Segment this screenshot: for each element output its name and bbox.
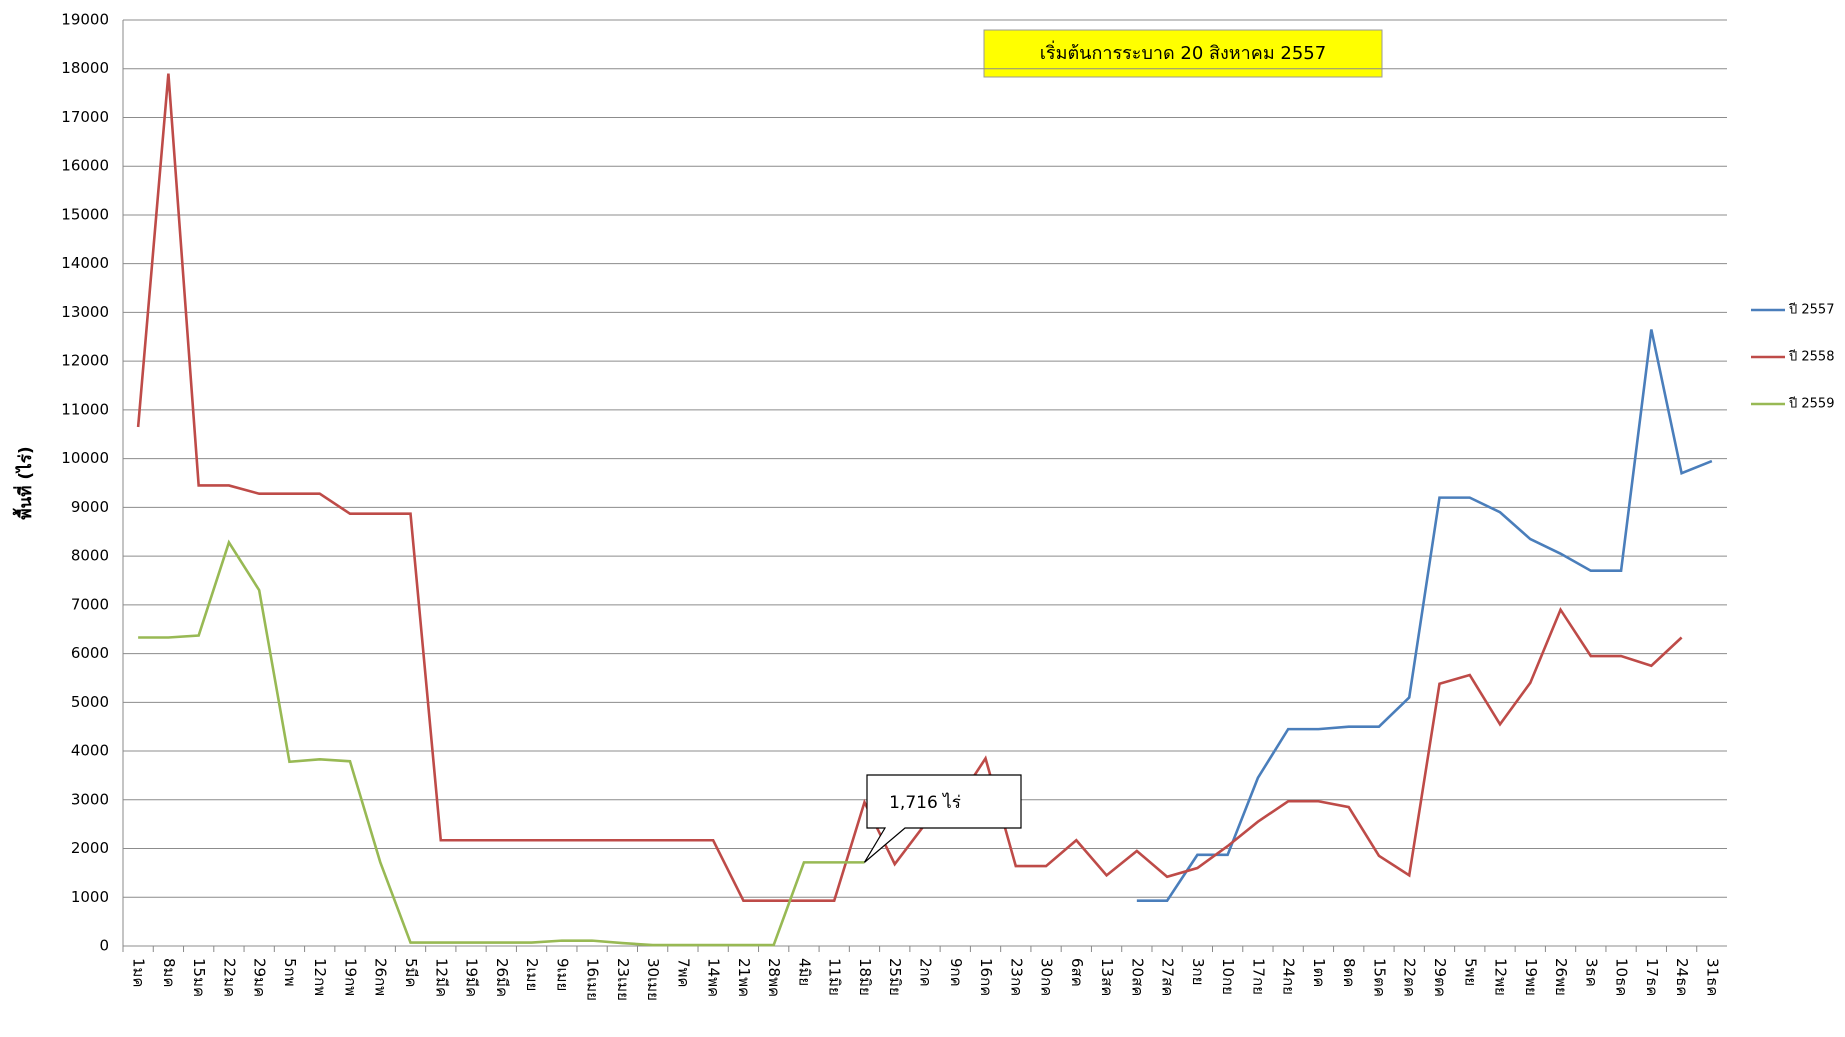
x-tick-label: 17ธค xyxy=(1643,958,1661,996)
x-tick-label: 14พค xyxy=(705,958,723,997)
x-tick-label: 9เมย xyxy=(553,958,571,991)
y-tick-label: 12000 xyxy=(61,352,109,370)
x-tick-label: 9กค xyxy=(947,958,965,987)
x-tick-label: 2เมย xyxy=(523,958,541,991)
x-tick-label: 19กพ xyxy=(341,958,359,996)
x-tick-label: 21พค xyxy=(735,958,753,997)
x-tick-label: 17กย xyxy=(1249,958,1267,995)
x-tick-label: 31ธค xyxy=(1703,958,1721,996)
y-tick-label: 17000 xyxy=(61,108,109,126)
y-tick-label: 18000 xyxy=(61,59,109,77)
x-tick-label: 8ตค xyxy=(1340,958,1358,987)
y-tick-label: 8000 xyxy=(71,547,109,565)
y-tick-label: 11000 xyxy=(61,400,109,418)
x-tick-label: 15มค xyxy=(190,958,208,997)
y-tick-label: 6000 xyxy=(71,644,109,662)
x-tick-label: 30เมย xyxy=(644,958,662,1001)
x-tick-label: 23กค xyxy=(1007,958,1025,996)
legend-label: ปี 2557 xyxy=(1788,302,1834,318)
x-tick-label: 26กพ xyxy=(372,958,390,996)
x-tick-label: 4มิย xyxy=(795,958,813,986)
y-tick-label: 7000 xyxy=(71,595,109,613)
x-tick-label: 24กย xyxy=(1280,958,1298,995)
x-tick-label: 18มิย xyxy=(856,958,874,996)
x-tick-label: 12พย xyxy=(1492,958,1510,996)
x-tick-label: 5มีค xyxy=(402,958,420,987)
x-tick-label: 3กย xyxy=(1189,958,1207,985)
x-tick-label: 29มค xyxy=(251,958,269,997)
x-tick-label: 13สค xyxy=(1098,958,1116,996)
x-tick-label: 16เมย xyxy=(584,958,602,1001)
x-tick-label: 5พย xyxy=(1461,958,1479,986)
x-tick-label: 19มีค xyxy=(463,958,481,997)
y-tick-label: 9000 xyxy=(71,498,109,516)
callout xyxy=(863,774,1022,863)
x-tick-label: 6สค xyxy=(1068,958,1086,987)
chart-title: เริ่มต้นการระบาด 20 สิงหาคม 2557 xyxy=(1040,40,1326,64)
x-tick-label: 1ตค xyxy=(1310,958,1328,987)
x-tick-label: 30กค xyxy=(1038,958,1056,996)
x-tick-label: 27สค xyxy=(1159,958,1177,996)
y-tick-label: 2000 xyxy=(71,839,109,857)
y-tick-label: 13000 xyxy=(61,303,109,321)
x-tick-label: 19พย xyxy=(1522,958,1540,996)
x-tick-label: 26มีค xyxy=(493,958,511,997)
x-tick-label: 8มค xyxy=(160,958,178,987)
y-tick-label: 0 xyxy=(99,937,109,955)
x-tick-label: 12กพ xyxy=(311,958,329,996)
x-tick-label: 24ธค xyxy=(1673,958,1691,996)
annotation: 1,716 ไร่ xyxy=(889,792,961,813)
y-tick-label: 5000 xyxy=(71,693,109,711)
x-tick-label: 29ตค xyxy=(1431,958,1449,997)
x-tick-label: 11มิย xyxy=(826,958,844,996)
x-tick-label: 1มค xyxy=(130,958,148,987)
x-tick-label: 22มค xyxy=(220,958,238,997)
y-tick-label: 4000 xyxy=(71,742,109,760)
y-tick-label: 1000 xyxy=(71,888,109,906)
series-line xyxy=(136,73,1683,902)
y-tick-label: 15000 xyxy=(61,205,109,223)
x-tick-label: 15ตค xyxy=(1370,958,1388,997)
x-tick-label: 23เมย xyxy=(614,958,632,1001)
x-tick-label: 10กย xyxy=(1219,958,1237,995)
x-tick-label: 10ธค xyxy=(1613,958,1631,996)
series-line xyxy=(1136,329,1713,902)
series-line xyxy=(138,539,865,947)
x-tick-label: 26พย xyxy=(1552,958,1570,996)
x-tick-label: 20สค xyxy=(1128,958,1146,996)
x-tick-label: 12มีค xyxy=(432,958,450,997)
y-tick-label: 3000 xyxy=(71,790,109,808)
y-tick-label: 19000 xyxy=(61,11,109,29)
x-tick-label: 7พค xyxy=(674,958,692,987)
legend-label: ปี 2559 xyxy=(1788,396,1834,412)
x-tick-label: 3ธค xyxy=(1582,958,1600,987)
x-tick-label: 16กค xyxy=(977,958,995,996)
x-tick-label: 28พค xyxy=(765,958,783,997)
y-tick-label: 16000 xyxy=(61,157,109,175)
y-axis-label: พื้นที่ (ไร่) xyxy=(12,446,36,519)
x-tick-label: 25มิย xyxy=(886,958,904,996)
legend-label: ปี 2558 xyxy=(1788,349,1834,365)
x-tick-label: 2กค xyxy=(917,958,935,987)
x-tick-label: 22ตค xyxy=(1401,958,1419,997)
x-tick-label: 5กพ xyxy=(281,958,299,987)
y-tick-label: 10000 xyxy=(61,449,109,467)
y-tick-label: 14000 xyxy=(61,254,109,272)
